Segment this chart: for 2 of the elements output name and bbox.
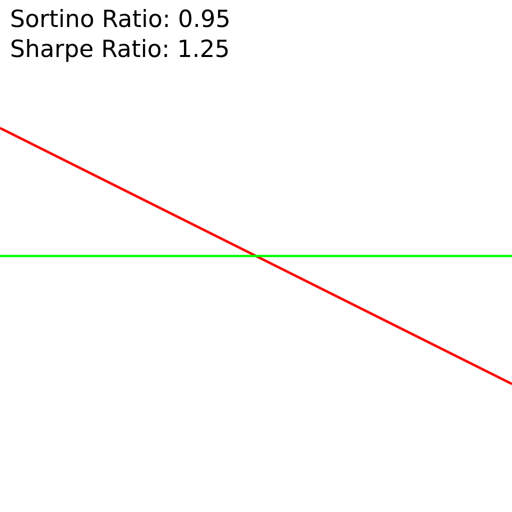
text: Sharpe Ratio: 1.25 bbox=[12, 39, 228, 62]
text: Sortino Ratio: 0.95 bbox=[12, 9, 228, 28]
